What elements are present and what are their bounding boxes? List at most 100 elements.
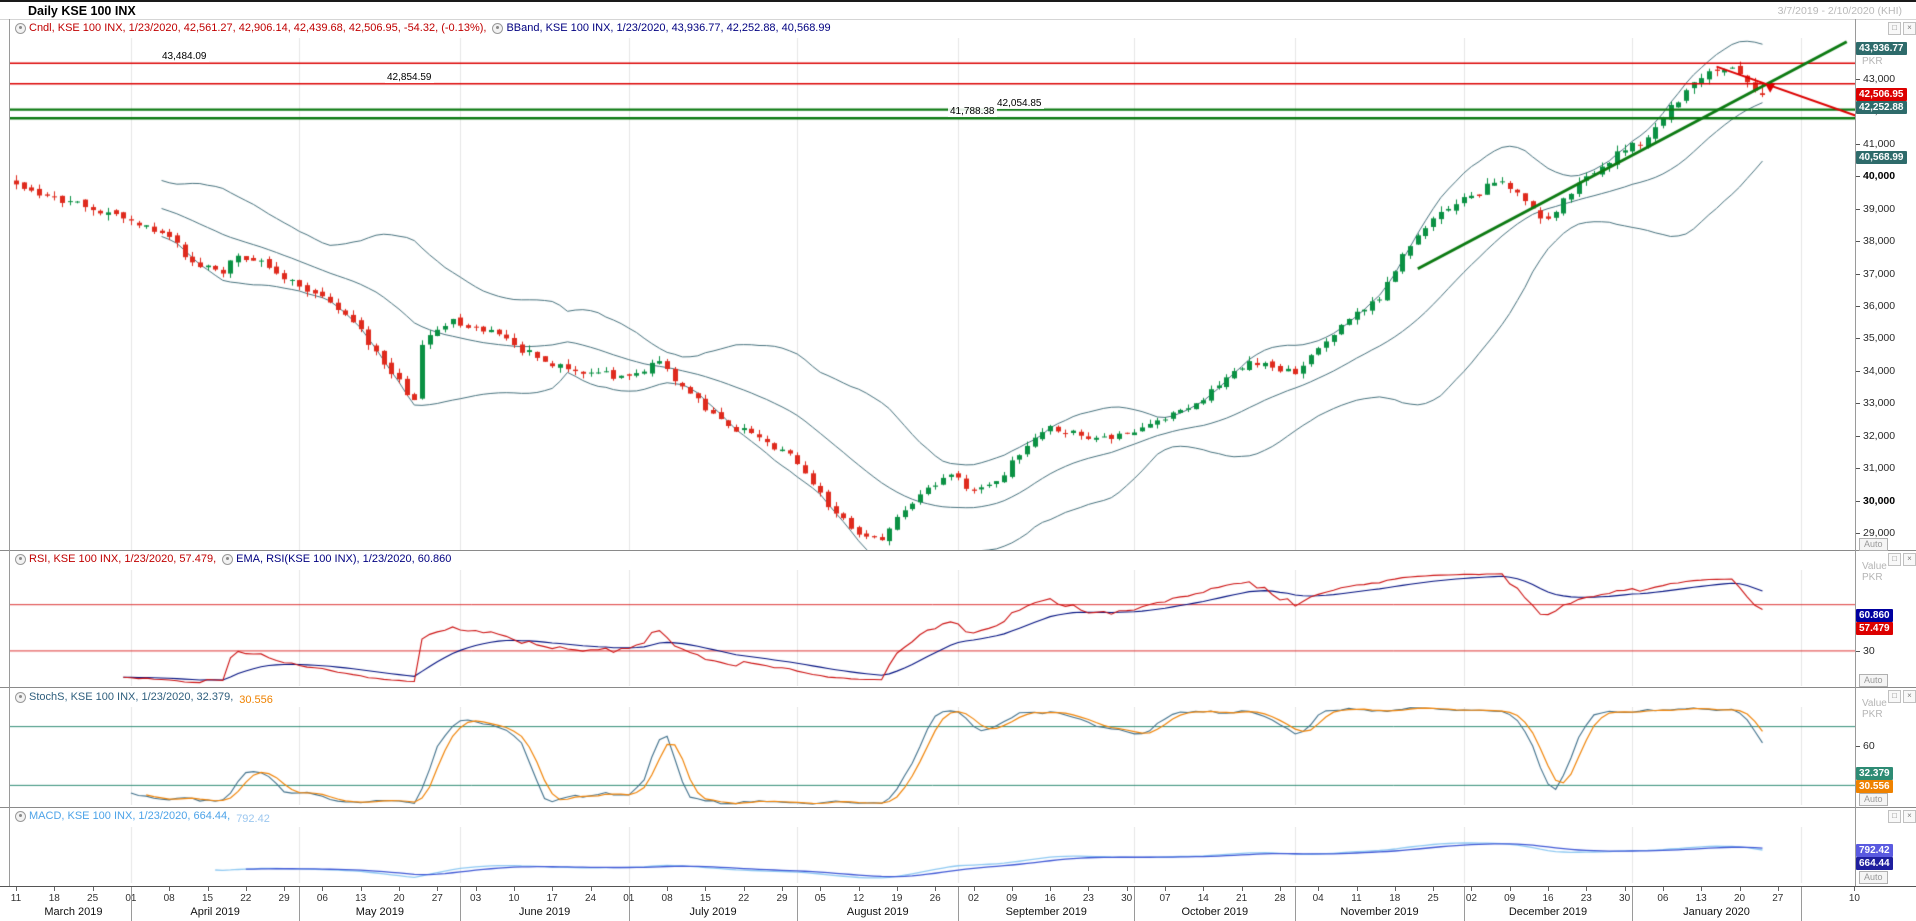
macd-value-badge: 792.42 <box>1856 844 1893 858</box>
macd-legend: MACD, KSE 100 INX, 1/23/2020, 664.44, 792… <box>15 810 276 825</box>
time-axis-tick-label: 24 <box>584 893 597 904</box>
restore-icon[interactable]: □ <box>1888 553 1901 566</box>
legend-text: EMA, RSI(KSE 100 INX), 1/23/2020, 60.860 <box>236 553 452 565</box>
time-axis-tick-mark <box>1088 887 1090 891</box>
restore-icon[interactable]: □ <box>1888 22 1901 35</box>
stochastic-indicator-chart[interactable] <box>10 707 1855 805</box>
main-auto-scale-button[interactable]: Auto <box>1859 538 1888 551</box>
time-axis-tick-mark <box>54 887 56 891</box>
macd-legend-item[interactable]: MACD, KSE 100 INX, 1/23/2020, 664.44, <box>15 810 230 822</box>
main-axis-tick-label: 30,000 <box>1863 494 1896 507</box>
month-label: December 2019 <box>1508 906 1588 918</box>
price-line-label: 41,788.38 <box>948 106 997 118</box>
time-axis-tick-label: 23 <box>1082 893 1094 904</box>
time-axis-tick-label: 09 <box>1504 893 1516 904</box>
time-axis-tick-label: 09 <box>1006 893 1018 904</box>
time-axis-tick-mark <box>1356 887 1358 891</box>
main-axis-tick-label: 32,000 <box>1863 429 1896 442</box>
close-icon[interactable]: × <box>1903 553 1916 566</box>
time-axis-tick-label: 10 <box>508 893 520 904</box>
main-axis-tick-mark <box>1855 468 1860 469</box>
restore-icon[interactable]: □ <box>1888 810 1901 823</box>
time-axis[interactable]: 1118250108152229061320270310172401081522… <box>0 886 1916 921</box>
main-axis-tick-mark <box>1855 436 1860 437</box>
month-separator <box>1295 887 1297 921</box>
macd-indicator-chart[interactable] <box>10 827 1855 883</box>
stoch-legend-item[interactable]: StochS, KSE 100 INX, 1/23/2020, 32.379, <box>15 691 233 703</box>
time-axis-tick-label: 18 <box>1389 893 1401 904</box>
rsi-indicator-chart[interactable] <box>10 570 1855 686</box>
time-axis-tick-label: 05 <box>814 893 826 904</box>
time-axis-tick-mark <box>1739 887 1741 891</box>
time-axis-tick-mark <box>973 887 975 891</box>
stoch-axis-title: PKR <box>1862 709 1883 720</box>
time-axis-tick-label: 23 <box>1580 893 1592 904</box>
stoch-legend-item[interactable]: 30.556 <box>239 694 273 706</box>
month-separator <box>460 887 462 921</box>
main-axis-tick-label: 29,000 <box>1863 527 1896 539</box>
time-axis-tick-mark <box>782 887 783 891</box>
time-axis-tick-mark <box>1433 887 1435 891</box>
time-axis-tick-mark <box>1011 887 1013 891</box>
main-axis-tick-label: 39,000 <box>1863 202 1896 215</box>
rsi-value-badge: 60.860 <box>1856 608 1893 622</box>
plot-left-border <box>9 19 10 886</box>
rsi-auto-scale-button[interactable]: Auto <box>1859 674 1888 687</box>
month-label: June 2019 <box>518 906 571 918</box>
time-axis-tick-mark <box>590 887 592 891</box>
close-icon[interactable]: × <box>1903 690 1916 703</box>
time-axis-tick-mark <box>1662 887 1664 891</box>
time-axis-tick-mark <box>705 887 707 891</box>
time-axis-tick-label: 08 <box>661 893 673 904</box>
month-separator <box>1463 887 1465 921</box>
stoch-value-badge: 30.556 <box>1856 779 1893 793</box>
time-axis-tick-label: 29 <box>278 893 290 904</box>
legend-text: 792.42 <box>236 812 270 825</box>
restore-icon[interactable]: □ <box>1888 690 1901 703</box>
time-axis-tick-mark <box>1586 887 1588 891</box>
time-axis-tick-label: 29 <box>776 893 788 904</box>
stoch-auto-scale-button[interactable]: Auto <box>1859 793 1888 806</box>
price-line-label: 42,854.59 <box>385 71 434 83</box>
panel-separator[interactable] <box>0 807 1916 808</box>
main-legend-item[interactable]: Cndl, KSE 100 INX, 1/23/2020, 42,561.27,… <box>15 22 486 34</box>
main-legend-item[interactable]: BBand, KSE 100 INX, 1/23/2020, 43,936.77… <box>492 22 831 34</box>
close-icon[interactable]: × <box>1903 22 1916 35</box>
rsi-legend-item[interactable]: RSI, KSE 100 INX, 1/23/2020, 57.479, <box>15 553 216 565</box>
main-axis-tick-mark <box>1855 338 1860 339</box>
time-axis-tick-label: 14 <box>1197 893 1209 904</box>
main-axis-tick-mark <box>1855 209 1860 210</box>
main-axis-tick-label: 36,000 <box>1863 300 1896 312</box>
main-axis-tick-label: 35,000 <box>1863 332 1896 345</box>
main-value-badge: 42,506.95 <box>1856 88 1907 102</box>
main-legend: Cndl, KSE 100 INX, 1/23/2020, 42,561.27,… <box>15 22 837 37</box>
time-axis-tick-mark <box>245 887 247 891</box>
main-price-chart[interactable] <box>10 38 1855 550</box>
time-axis-tick-label: 06 <box>316 893 328 904</box>
month-label: November 2019 <box>1340 906 1419 918</box>
time-axis-tick-label: 11 <box>10 893 22 904</box>
month-separator <box>797 887 799 921</box>
price-axis-border <box>1855 19 1856 886</box>
month-label: January 2020 <box>1683 906 1750 918</box>
main-axis-tick-label: 40,000 <box>1863 170 1896 183</box>
close-icon[interactable]: × <box>1903 810 1916 823</box>
titlebar-separator <box>0 19 1916 20</box>
time-axis-tick-mark <box>284 887 286 891</box>
time-axis-tick-label: 10 <box>1848 893 1860 904</box>
main-axis-tick-mark <box>1855 144 1860 145</box>
main-window-controls: □ × <box>1888 22 1916 35</box>
time-axis-tick-label: 11 <box>1351 893 1362 904</box>
stoch-axis-title: Value <box>1862 698 1887 709</box>
time-axis-tick-label: 20 <box>393 893 405 904</box>
panel-separator[interactable] <box>0 687 1916 688</box>
macd-auto-scale-button[interactable]: Auto <box>1859 871 1888 884</box>
macd-legend-item[interactable]: 792.42 <box>236 813 270 825</box>
panel-separator[interactable] <box>0 550 1916 551</box>
time-axis-tick-mark <box>513 887 515 891</box>
month-label: September 2019 <box>1005 906 1087 918</box>
rsi-legend-item[interactable]: EMA, RSI(KSE 100 INX), 1/23/2020, 60.860 <box>222 553 451 565</box>
month-separator <box>299 887 301 921</box>
month-separator <box>130 887 132 921</box>
time-axis-tick-label: 25 <box>1427 893 1439 904</box>
